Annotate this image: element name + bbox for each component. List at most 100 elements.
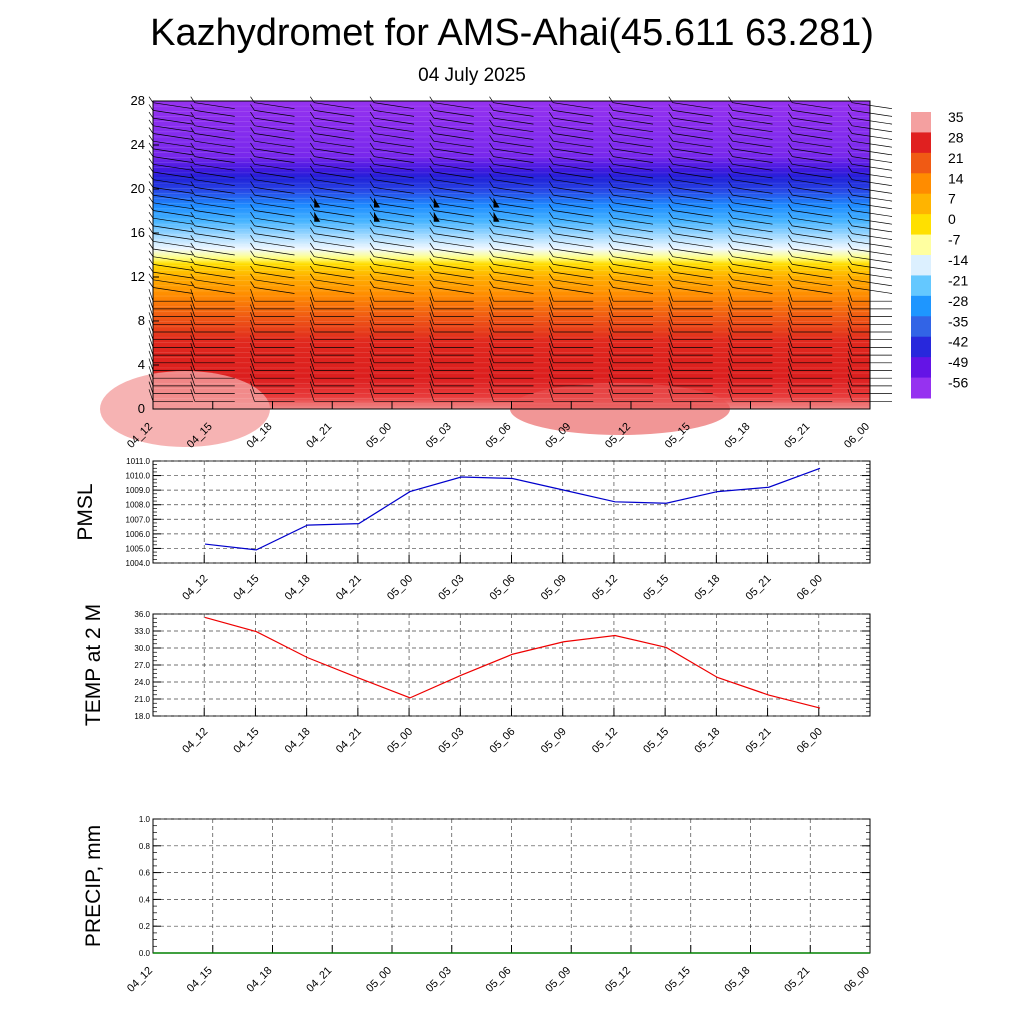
wind-barb xyxy=(190,142,235,156)
wind-barb xyxy=(668,119,713,133)
wind-barb xyxy=(369,273,415,287)
wind-barb xyxy=(369,96,415,110)
wind-barb xyxy=(250,242,295,256)
wind-barb xyxy=(608,304,653,317)
wind-barb xyxy=(608,273,654,287)
y-tick-label: 1004.0 xyxy=(126,559,151,568)
colorbar-swatch xyxy=(911,377,931,399)
wind-barb xyxy=(787,227,833,240)
wind-barb xyxy=(309,173,355,187)
wind-barb xyxy=(728,381,773,394)
wind-barb xyxy=(148,173,194,187)
wind-barb xyxy=(489,281,534,294)
wind-barb xyxy=(608,142,654,156)
wind-barb xyxy=(787,165,833,179)
wind-barb xyxy=(148,235,194,248)
y-tick-label: 0.2 xyxy=(139,922,151,931)
wind-barb xyxy=(190,281,235,294)
wind-barb xyxy=(429,150,474,163)
axis-label: PRECIP, mm xyxy=(82,825,105,947)
wind-barb xyxy=(489,227,534,240)
wind-barb xyxy=(250,150,295,163)
wind-barb xyxy=(369,258,415,271)
y-tick-label: 8 xyxy=(138,313,145,328)
y-tick-label: 1007.0 xyxy=(126,515,151,524)
wind-barb xyxy=(608,389,653,402)
y-tick-label: 28 xyxy=(131,93,145,108)
y-tick-label: 0.8 xyxy=(139,842,151,851)
y-tick-label: 33.0 xyxy=(134,627,150,636)
wind-barb xyxy=(548,258,594,271)
wind-barb xyxy=(250,96,295,110)
wind-barb xyxy=(429,265,474,279)
y-tick-label: 4 xyxy=(138,357,145,372)
wind-barb xyxy=(190,165,235,179)
wind-barb xyxy=(309,358,355,371)
x-tick-label: 05_15 xyxy=(641,573,671,603)
wind-barb xyxy=(489,335,534,348)
wind-barb xyxy=(429,204,474,217)
wind-barb xyxy=(548,389,594,402)
wind-barb xyxy=(190,135,235,148)
wind-barb xyxy=(369,358,414,371)
wind-barb xyxy=(847,327,892,341)
wind-barb xyxy=(190,242,235,256)
wind-barb xyxy=(728,319,773,333)
wind-barb xyxy=(190,204,235,217)
wind-barb xyxy=(787,219,833,233)
wind-barb xyxy=(489,127,534,140)
wind-barb xyxy=(429,319,474,333)
wind-barb xyxy=(847,312,892,325)
wind-barb xyxy=(250,281,295,294)
wind-barb xyxy=(148,289,193,302)
wind-barb xyxy=(429,158,474,171)
wind-barb xyxy=(668,342,713,356)
wind-barb xyxy=(369,319,414,333)
wind-barb xyxy=(668,96,713,110)
wind-barb xyxy=(847,389,892,402)
x-tick-label: 05_18 xyxy=(723,421,753,451)
wind-barb xyxy=(847,111,893,125)
wind-barb xyxy=(668,150,713,163)
wind-pennant xyxy=(433,197,440,208)
wind-barb xyxy=(728,335,773,348)
wind-barb xyxy=(668,111,713,125)
wind-barb xyxy=(608,366,653,379)
wind-barb xyxy=(548,142,594,156)
x-tick-label: 04_18 xyxy=(283,726,313,756)
x-tick-label: 05_06 xyxy=(488,726,518,756)
wind-barb xyxy=(728,219,773,233)
wind-barb xyxy=(728,327,773,341)
wind-barb xyxy=(190,258,235,271)
wind-barb xyxy=(728,158,773,171)
colorbar-label: -56 xyxy=(948,375,968,391)
wind-barb xyxy=(728,119,773,133)
y-tick-label: 30.0 xyxy=(134,644,150,653)
pmsl-series-line xyxy=(204,467,821,551)
colorbar-label: 14 xyxy=(948,170,964,186)
wind-barb xyxy=(608,373,653,387)
wind-barb xyxy=(668,219,713,233)
x-tick-label: 04_15 xyxy=(231,726,261,756)
wind-barb xyxy=(429,127,474,140)
wind-barb xyxy=(728,188,773,202)
wind-barb xyxy=(250,265,295,279)
wind-barb xyxy=(309,265,355,279)
wind-barb xyxy=(250,204,295,217)
wind-barb xyxy=(148,196,194,210)
wind-barb xyxy=(309,258,355,271)
wind-barb xyxy=(309,250,355,264)
x-tick-label: 04_12 xyxy=(180,726,210,756)
wind-barb xyxy=(429,212,474,225)
wind-barb xyxy=(190,350,235,364)
wind-barb xyxy=(787,342,833,356)
wind-pennant xyxy=(314,197,321,208)
wind-barb xyxy=(489,135,534,148)
wind-barb xyxy=(608,188,654,202)
wind-barb xyxy=(787,389,833,402)
colorbar-label: 0 xyxy=(948,211,956,227)
colorbar-swatch xyxy=(911,173,931,195)
wind-barb xyxy=(250,366,295,379)
wind-barb xyxy=(369,366,414,379)
